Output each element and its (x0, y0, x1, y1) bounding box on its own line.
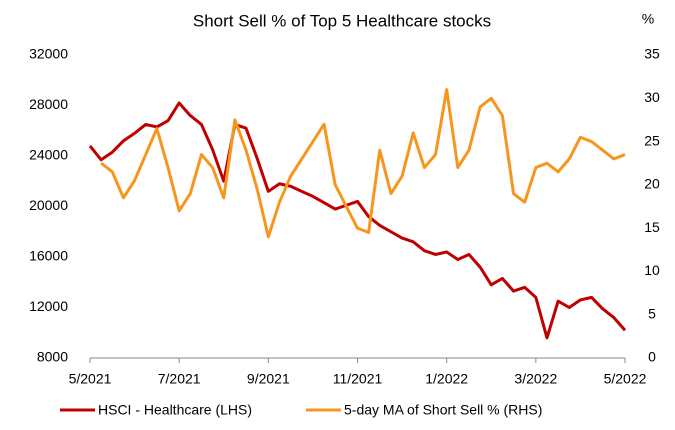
y2-tick-label: 5 (648, 305, 656, 321)
x-tick-label: 5/2021 (69, 371, 112, 387)
y2-tick-label: 10 (644, 262, 660, 278)
y2-tick-label: 20 (644, 176, 660, 192)
y2-tick-label: 25 (644, 132, 660, 148)
line-series (100, 88, 626, 239)
y-tick-label: 28000 (29, 96, 68, 112)
legend-label: HSCI - Healthcare (LHS) (98, 402, 252, 418)
y2-tick-label: 35 (644, 46, 660, 62)
line-series (88, 101, 627, 340)
y-tick-label: 16000 (29, 248, 68, 264)
x-tick-label: 7/2021 (158, 371, 201, 387)
x-tick-label: 11/2021 (333, 371, 383, 387)
y-tick-label: 32000 (29, 46, 68, 62)
y2-tick-label: 15 (644, 219, 660, 235)
x-tick-label: 3/2022 (514, 371, 557, 387)
y2-tick-label: 30 (644, 89, 660, 105)
x-tick-label: 9/2021 (247, 371, 290, 387)
x-tick-label: 1/2022 (425, 371, 468, 387)
y-tick-label: 24000 (29, 147, 68, 163)
legend-label: 5-day MA of Short Sell % (RHS) (344, 402, 542, 418)
y2-tick-label: 0 (648, 349, 656, 365)
y2-axis-label: % (642, 11, 654, 27)
y-tick-label: 20000 (29, 197, 68, 213)
chart-title: Short Sell % of Top 5 Healthcare stocks (193, 11, 491, 30)
y-tick-label: 8000 (37, 349, 68, 365)
x-tick-label: 5/2022 (604, 371, 647, 387)
y-tick-label: 12000 (29, 298, 68, 314)
